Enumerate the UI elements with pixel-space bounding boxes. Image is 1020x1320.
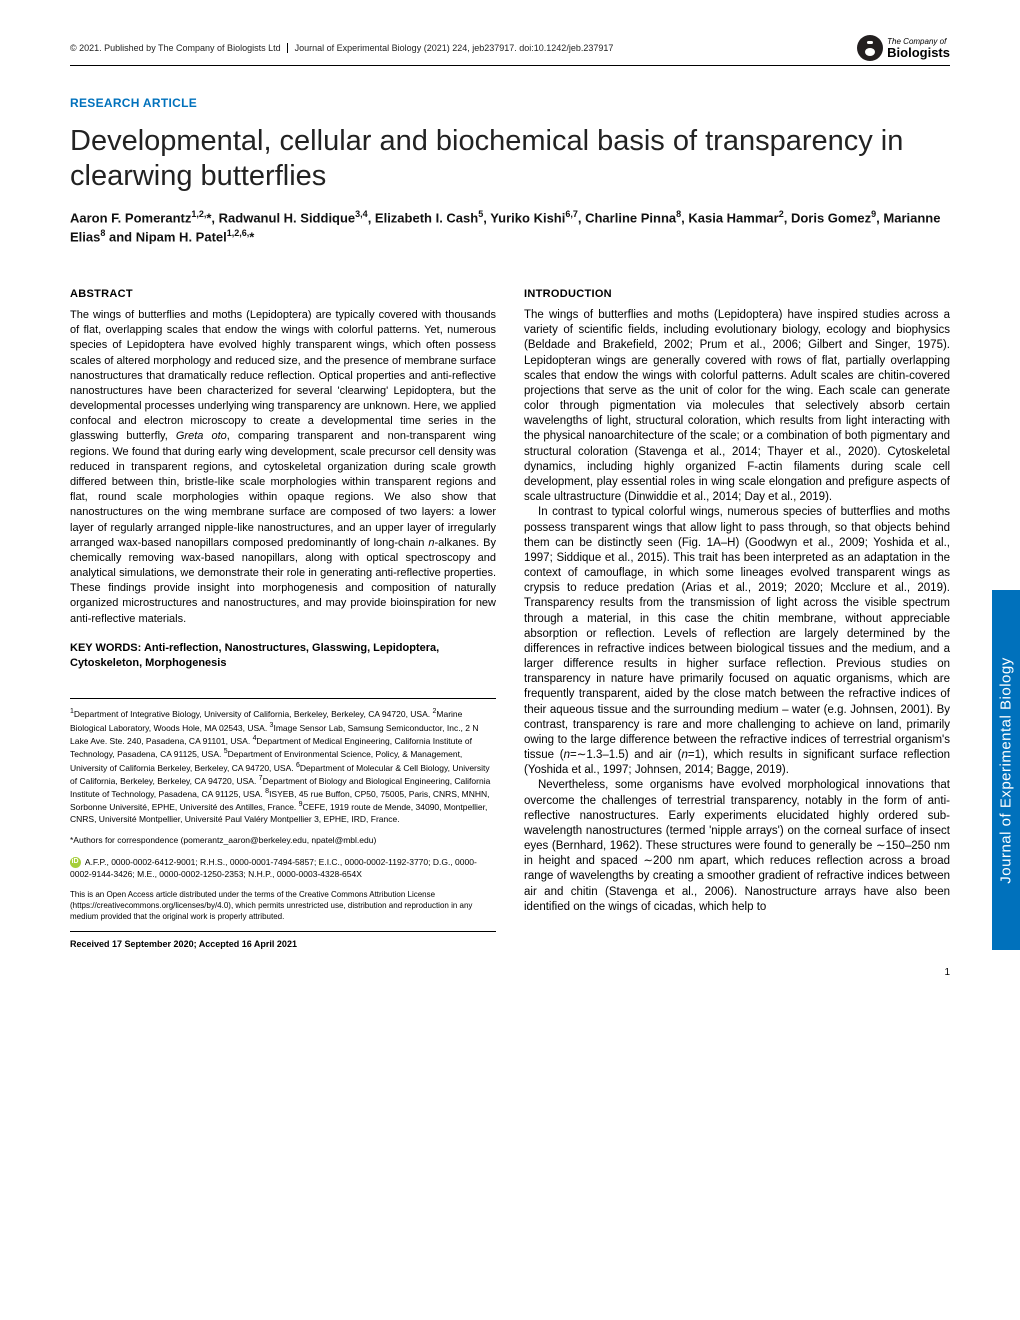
left-column: ABSTRACT The wings of butterflies and mo… [70, 287, 496, 950]
keywords-block: KEY WORDS: Anti-reflection, Nanostructur… [70, 641, 496, 671]
article-type: RESEARCH ARTICLE [70, 96, 950, 110]
side-tab-text: Journal of Experimental Biology [998, 657, 1015, 883]
article-title: Developmental, cellular and biochemical … [70, 124, 950, 194]
correspondence: *Authors for correspondence (pomerantz_a… [70, 835, 496, 846]
affiliations: 1Department of Integrative Biology, Univ… [70, 707, 496, 825]
journal-ref: Journal of Experimental Biology (2021) 2… [295, 43, 614, 53]
orcid-icon [70, 857, 81, 868]
top-header: © 2021. Published by The Company of Biol… [70, 35, 950, 66]
publication-info: © 2021. Published by The Company of Biol… [70, 43, 613, 54]
divider [70, 698, 496, 699]
introduction-heading: INTRODUCTION [524, 287, 950, 302]
side-journal-tab: Journal of Experimental Biology [992, 590, 1020, 950]
authors-list: Aaron F. Pomerantz1,2,*, Radwanul H. Sid… [70, 208, 950, 248]
orcid-text: A.F.P., 0000-0002-6412-9001; R.H.S., 000… [70, 857, 477, 879]
orcid-line: A.F.P., 0000-0002-6412-9001; R.H.S., 000… [70, 857, 496, 881]
abstract-heading: ABSTRACT [70, 287, 496, 302]
logo-icon [857, 35, 883, 61]
right-column: INTRODUCTION The wings of butterflies an… [524, 287, 950, 950]
keywords-label: KEY WORDS: [70, 642, 141, 654]
license-text: This is an Open Access article distribut… [70, 890, 496, 922]
received-accepted: Received 17 September 2020; Accepted 16 … [70, 931, 496, 950]
page-number: 1 [944, 967, 950, 978]
abstract-text: The wings of butterflies and moths (Lepi… [70, 308, 496, 627]
publisher-logo: The Company of Biologists [857, 35, 950, 61]
logo-text-bottom: Biologists [887, 46, 950, 59]
copyright-text: © 2021. Published by The Company of Biol… [70, 43, 281, 53]
introduction-text: The wings of butterflies and moths (Lepi… [524, 308, 950, 915]
